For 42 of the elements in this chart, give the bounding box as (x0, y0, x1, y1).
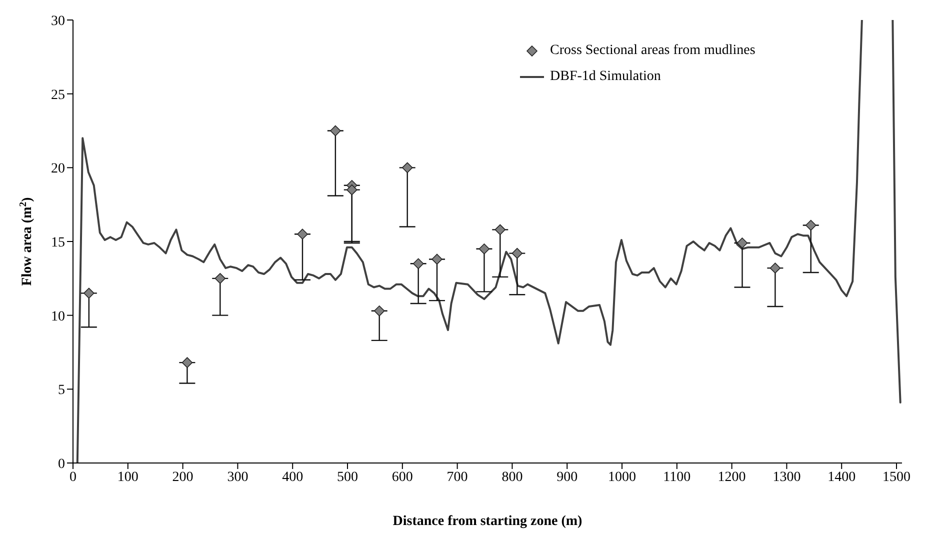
x-tick-label: 900 (556, 470, 578, 485)
point (494, 224, 506, 236)
point (412, 258, 424, 270)
x-tick-label: 100 (117, 470, 138, 485)
x-tick-label: 300 (227, 470, 248, 485)
x-tick-label: 1500 (882, 470, 911, 485)
point (346, 184, 358, 196)
x-tick-label: 1200 (718, 470, 746, 485)
point (736, 238, 748, 248)
y-tick-label: 5 (58, 383, 65, 398)
point (402, 162, 413, 174)
y-tick-label: 15 (51, 235, 65, 250)
x-tick-label: 400 (282, 470, 304, 485)
x-tick-label: 500 (337, 470, 358, 485)
x-tick-label: 200 (172, 470, 194, 485)
y-tick-label: 30 (51, 14, 65, 29)
x-axis-title: Distance from starting zone (m) (392, 514, 583, 529)
x-tick-label: 800 (502, 470, 523, 485)
y-tick-label: 20 (51, 162, 65, 177)
x-tick-label: 1300 (772, 470, 801, 485)
point (805, 220, 816, 231)
x-tick-label: 700 (446, 470, 468, 485)
point (770, 262, 781, 274)
point (512, 248, 523, 259)
point (214, 273, 226, 284)
point (182, 357, 193, 368)
y-tick-label: 25 (51, 88, 65, 103)
point (330, 125, 341, 136)
legend-label: Cross Sectional areas from mudlines (550, 42, 756, 60)
y-tick-label: 0 (58, 456, 65, 472)
point (432, 254, 442, 265)
x-tick-label: 1400 (828, 470, 856, 485)
point (374, 306, 385, 316)
x-tick-label: 0 (70, 470, 76, 485)
y-tick-label: 10 (51, 309, 65, 324)
point (84, 288, 94, 299)
point (478, 243, 490, 254)
x-tick-label: 600 (392, 470, 413, 485)
x-tick-label: 1100 (663, 470, 691, 485)
point (297, 228, 308, 240)
legend-label: DBF-1d Simulation (550, 68, 661, 86)
x-tick-label: 1000 (608, 470, 636, 485)
